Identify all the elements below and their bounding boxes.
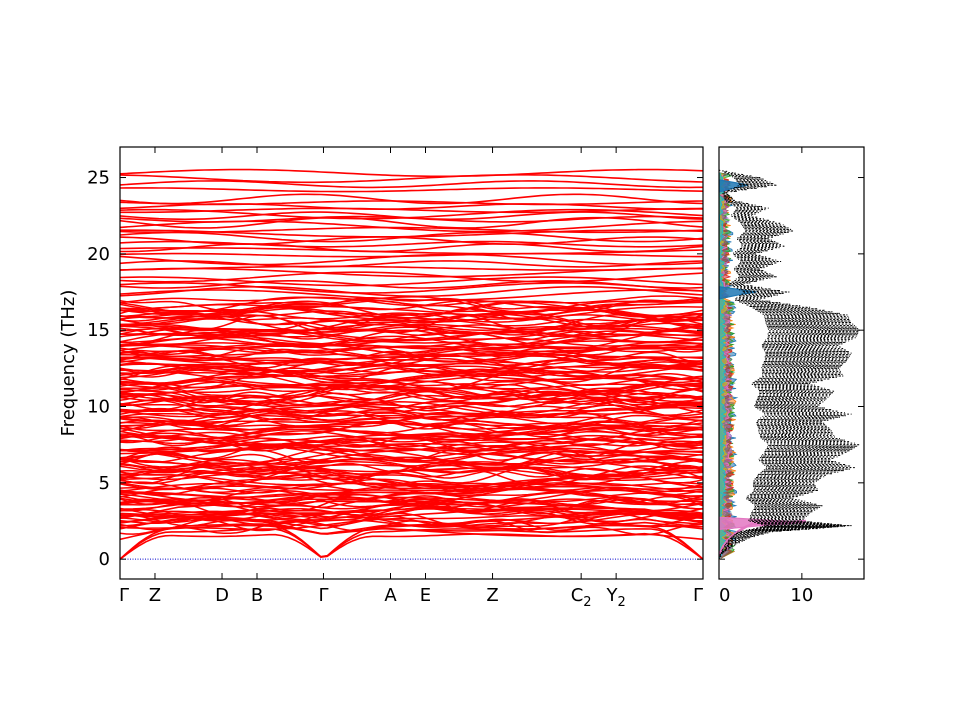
band [120, 515, 703, 531]
band [120, 510, 703, 528]
band [120, 451, 703, 473]
high-symmetry-label: A [384, 585, 397, 606]
high-symmetry-label: E [420, 585, 431, 606]
y-axis-label: Frequency (THz) [58, 290, 79, 437]
upper-band [120, 240, 703, 248]
upper-band [120, 180, 703, 189]
high-symmetry-label: Γ [318, 585, 328, 606]
upper-band [120, 174, 703, 184]
dos-plot-frame [718, 146, 865, 580]
band [120, 299, 703, 314]
upper-band [120, 168, 703, 178]
band [120, 473, 703, 491]
upper-band [120, 226, 703, 234]
band [120, 440, 703, 454]
y-tick-label: 15 [87, 320, 110, 341]
upper-band [120, 243, 703, 253]
upper-band [120, 236, 703, 245]
band [120, 489, 703, 507]
band [120, 316, 703, 334]
band [120, 317, 703, 331]
upper-band [120, 271, 703, 283]
high-symmetry-label: D [215, 585, 229, 606]
high-symmetry-label: C2 [571, 585, 592, 610]
y-tick-label: 5 [99, 473, 110, 494]
dos-x-tick-label: 0 [719, 585, 730, 606]
band-y-axis: 0 5 10 15 20 25 [87, 168, 864, 570]
y-tick-label: 20 [87, 244, 110, 265]
high-symmetry-subscript: 2 [583, 595, 591, 610]
dos-acoustic-edge [719, 519, 807, 557]
upper-band [120, 200, 703, 206]
band [120, 382, 703, 400]
upper-band [120, 265, 703, 271]
high-symmetry-label: Z [149, 585, 161, 606]
y-tick-label: 10 [87, 397, 110, 418]
band [120, 380, 703, 395]
upper-band [120, 187, 703, 193]
band [120, 390, 703, 406]
band [120, 300, 703, 319]
band [120, 299, 703, 311]
band [120, 337, 703, 348]
high-symmetry-label: Γ [693, 585, 703, 606]
dos-plot: 0 10 [718, 146, 865, 606]
upper-band [120, 289, 703, 302]
band [120, 404, 703, 421]
upper-band [120, 280, 703, 289]
acoustic-band-1 [120, 533, 703, 560]
acoustic-band-2 [120, 528, 703, 560]
band [120, 362, 703, 376]
dos-peak [719, 286, 757, 300]
band [120, 356, 703, 366]
total-dos-line [719, 169, 860, 560]
upper-band [120, 260, 703, 268]
band [120, 463, 703, 479]
band [120, 326, 703, 338]
band [120, 340, 703, 350]
dos-x-tick-label: 10 [790, 585, 813, 606]
high-symmetry-label: Γ [119, 585, 129, 606]
high-symmetry-label: B [251, 585, 263, 606]
high-symmetry-label: Y2 [605, 585, 625, 610]
band [120, 449, 703, 467]
band [120, 412, 703, 430]
high-symmetry-label: Z [486, 585, 498, 606]
band [120, 295, 703, 307]
upper-band [120, 285, 703, 298]
band-x-axis: Γ Z D B Γ A E Z C2 Y2 Γ [119, 147, 704, 610]
band [120, 463, 703, 474]
band-lines [120, 168, 703, 560]
upper-band [120, 193, 703, 205]
band [120, 372, 703, 392]
projected-dos [719, 172, 807, 560]
high-symmetry-subscript: 2 [617, 595, 625, 610]
band [120, 493, 703, 510]
band-plot-frame [119, 146, 704, 580]
y-tick-label: 0 [99, 549, 110, 570]
band [120, 409, 703, 425]
band [120, 396, 703, 408]
band [120, 456, 703, 471]
projected-dos-series-10 [719, 172, 727, 560]
band [120, 438, 703, 453]
upper-band [120, 252, 703, 258]
dos-x-axis: 0 10 [718, 147, 813, 606]
band [120, 362, 703, 375]
upper-band [120, 247, 703, 255]
upper-band [120, 207, 703, 214]
band [120, 515, 703, 536]
y-tick-label: 25 [87, 168, 110, 189]
